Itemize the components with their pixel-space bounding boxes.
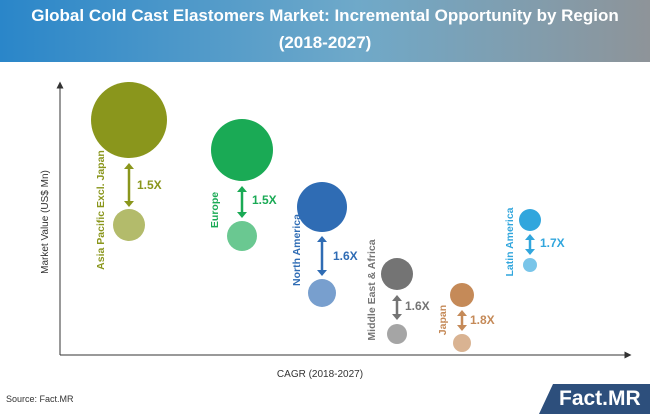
ratio-label: 1.5X [137, 178, 162, 192]
y-axis-label: Market Value (US$ Mn) [40, 170, 51, 274]
region-label: Middle East & Africa [366, 239, 378, 340]
bubble-2027 [519, 209, 541, 231]
chart-marks: 1.5X Asia Pacific Excl. Japan 1.5X Europe 1.… [91, 82, 565, 352]
ratio-arrow-head-up [124, 163, 134, 169]
bubble-2018 [113, 209, 145, 241]
chart-subtitle: (2018-2027) [278, 33, 372, 52]
ratio-arrow-head-up [457, 310, 467, 316]
chart-title: Global Cold Cast Elastomers Market: Incr… [31, 6, 619, 25]
ratio-arrow-head-up [392, 295, 402, 301]
bubble-2018 [227, 221, 257, 251]
ratio-arrow-head-down [124, 201, 134, 207]
bubble-2027 [91, 82, 167, 158]
ratio-label: 1.8X [470, 313, 495, 327]
ratio-label: 1.5X [252, 193, 277, 207]
ratio-arrow-head-down [317, 270, 327, 276]
bubble-2027 [450, 283, 474, 307]
ratio-arrow-head-up [317, 236, 327, 242]
ratio-arrow-head-down [237, 212, 247, 218]
ratio-arrow-head-down [457, 325, 467, 331]
region-label: Europe [209, 192, 221, 228]
region-label: Latin America [504, 207, 516, 276]
region-label: North America [291, 214, 303, 286]
bubble-2018 [308, 279, 336, 307]
bubble-2027 [381, 258, 413, 290]
source-note: Source: Fact.MR [6, 394, 74, 404]
ratio-label: 1.7X [540, 236, 565, 250]
ratio-label: 1.6X [405, 299, 430, 313]
bubble-2018 [523, 258, 537, 272]
bubble-2027 [297, 182, 347, 232]
bubble-2027 [211, 119, 273, 181]
bubble-2018 [387, 324, 407, 344]
ratio-arrow-head-down [392, 314, 402, 320]
title-bar: Global Cold Cast Elastomers Market: Incr… [0, 0, 650, 62]
ratio-arrow-head-up [525, 234, 535, 240]
logo-text: Fact.MR [559, 387, 641, 410]
ratio-arrow-head-down [525, 249, 535, 255]
region-label: Asia Pacific Excl. Japan [95, 150, 107, 270]
bubble-2018 [453, 334, 471, 352]
x-axis-label: CAGR (2018-2027) [277, 369, 363, 380]
ratio-label: 1.6X [333, 249, 358, 263]
brand-logo: Fact.MR [539, 384, 650, 414]
region-label: Japan [437, 305, 449, 335]
ratio-arrow-head-up [237, 186, 247, 192]
